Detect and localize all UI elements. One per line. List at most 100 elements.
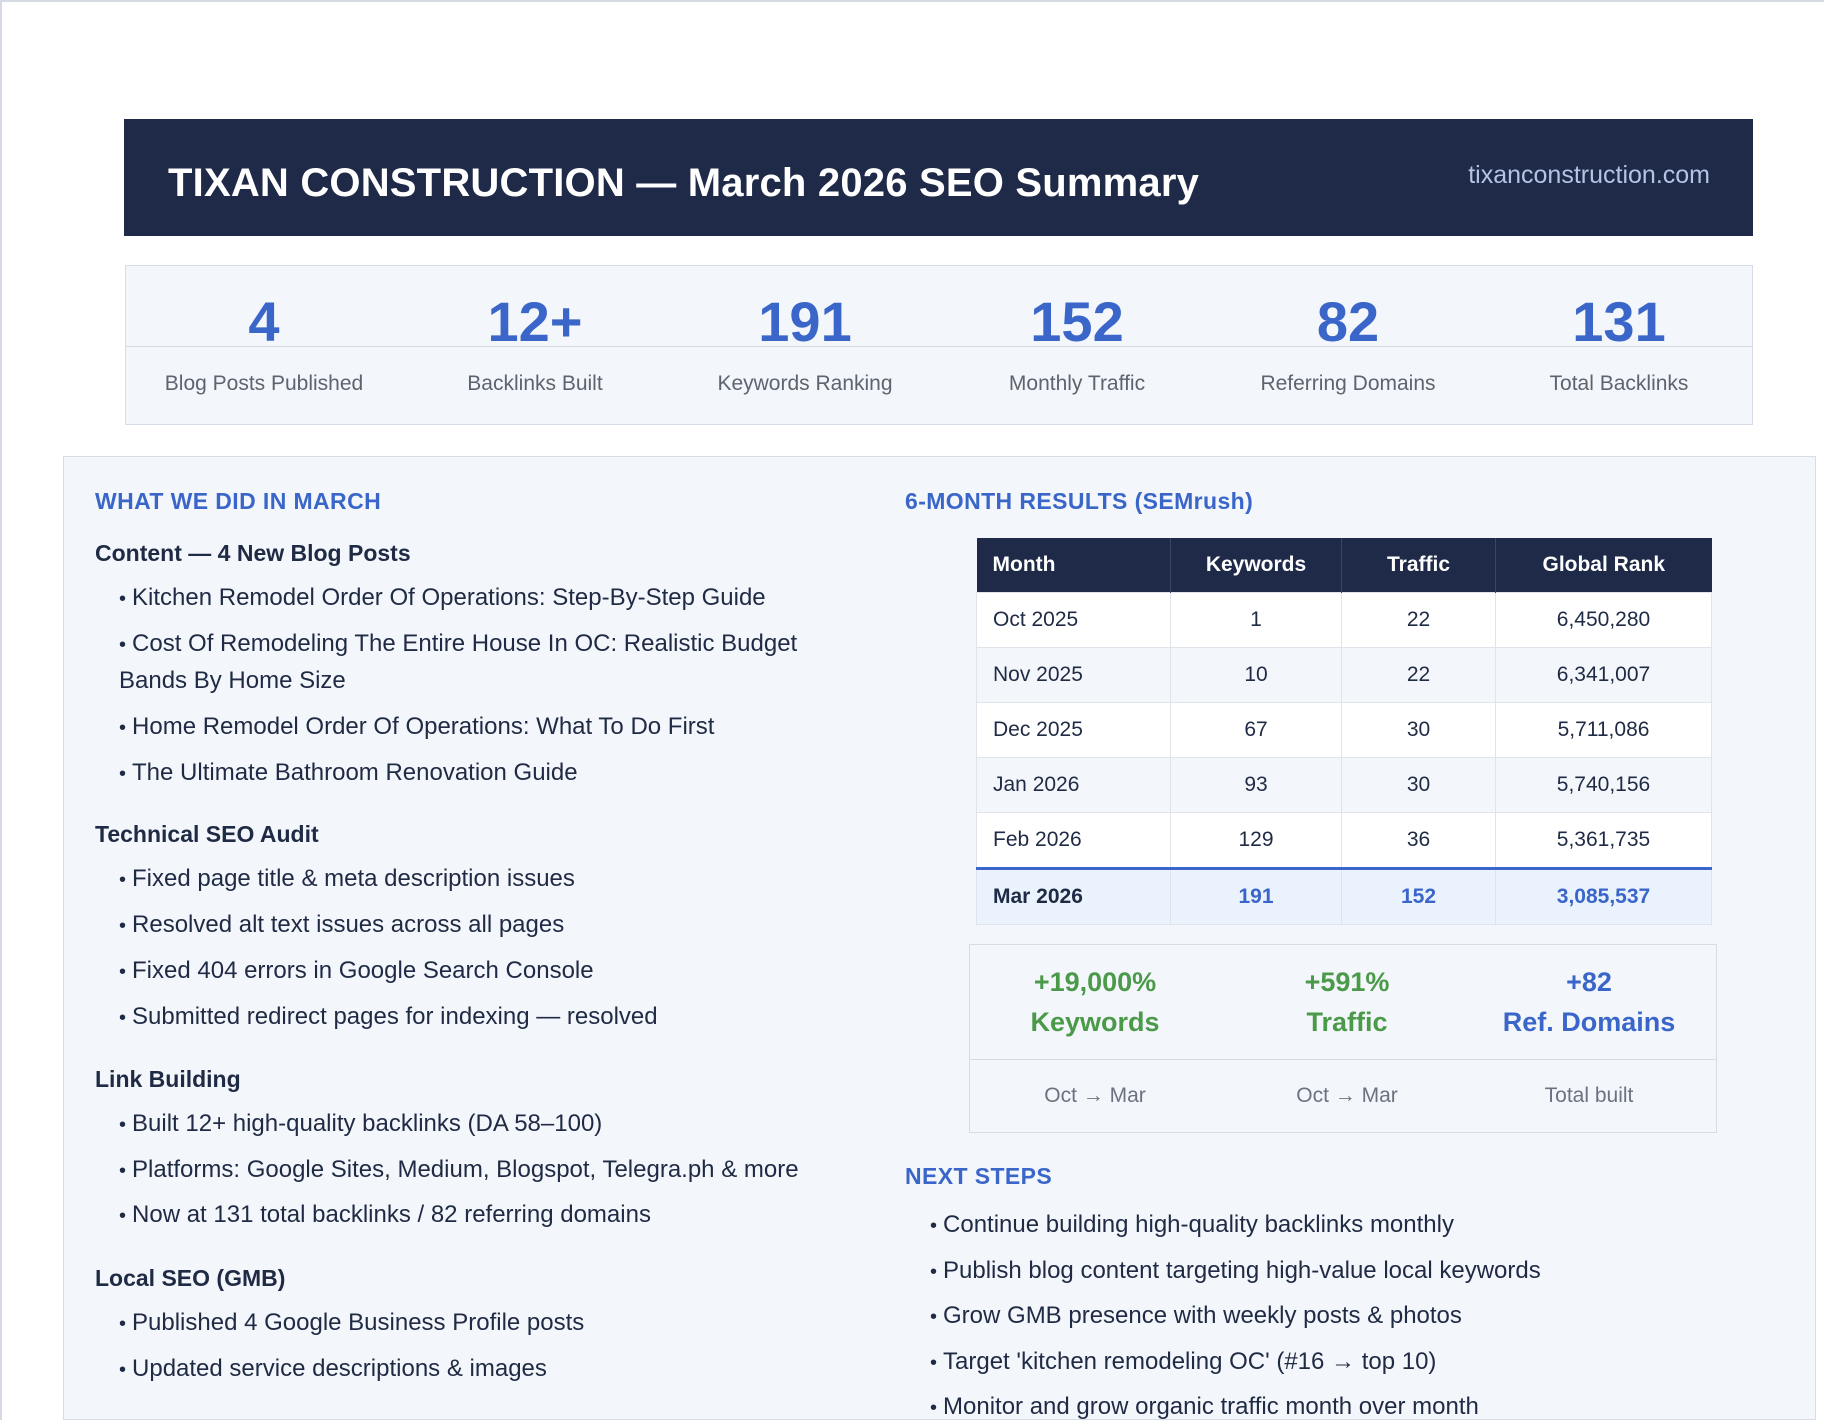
- content-item: • The Ultimate Bathroom Renovation Guide: [119, 755, 839, 792]
- table-row: Dec 2025 67 30 5,711,086: [976, 702, 1712, 758]
- next-step-item: • Continue building high-quality backlink…: [930, 1211, 1454, 1239]
- link-item-text: Platforms: Google Sites, Medium, Blogspo…: [132, 1156, 799, 1183]
- rank-cell: 5,740,156: [1495, 757, 1712, 813]
- link-building-subheading: Link Building: [95, 1066, 241, 1092]
- table-row-current-month: Mar 2026 191 152 3,085,537: [976, 867, 1712, 925]
- kpi-label: Keywords Ranking: [717, 372, 893, 395]
- column-header: Traffic: [1341, 538, 1496, 593]
- link-item: • Built 12+ high-quality backlinks (DA 58…: [119, 1106, 839, 1143]
- growth-note: Oct → Mar: [1296, 1084, 1398, 1107]
- content-item-text: Kitchen Remodel Order Of Operations: Ste…: [132, 584, 766, 611]
- link-item-text: Now at 131 total backlinks / 82 referrin…: [132, 1201, 651, 1228]
- kpi-value: 4: [248, 290, 280, 353]
- month-cell: Oct 2025: [976, 592, 1171, 648]
- table-row: Nov 2025 10 22 6,341,007: [976, 647, 1712, 703]
- column-header: Global Rank: [1495, 538, 1712, 593]
- kpi-label: Referring Domains: [1260, 372, 1436, 395]
- kpi-label: Blog Posts Published: [164, 372, 364, 395]
- content-item-text: Cost Of Remodeling The Entire House In O…: [119, 630, 798, 694]
- table-row: Oct 2025 1 22 6,450,280: [976, 592, 1712, 648]
- keywords-cell: 93: [1170, 757, 1342, 813]
- kpi-value: 152: [1030, 290, 1124, 353]
- technical-item: • Fixed 404 errors in Google Search Conso…: [119, 953, 839, 990]
- kpi-referring-domains: 82 Referring Domains: [1212, 266, 1484, 426]
- next-step-item: • Monitor and grow organic traffic month …: [930, 1393, 1479, 1421]
- table-row: Feb 2026 129 36 5,361,735: [976, 812, 1712, 869]
- technical-item: • Submitted redirect pages for indexing —…: [119, 999, 839, 1036]
- technical-item-text: Fixed page title & meta description issu…: [132, 865, 575, 892]
- month-cell: Feb 2026: [976, 812, 1171, 869]
- content-item: • Kitchen Remodel Order Of Operations: St…: [119, 580, 839, 617]
- local-item-text: Updated service descriptions & images: [132, 1355, 547, 1382]
- bullet-dot: •: [930, 1352, 938, 1374]
- technical-item: • Resolved alt text issues across all pag…: [119, 907, 839, 944]
- kpi-traffic: 152 Monthly Traffic: [941, 266, 1213, 426]
- growth-value: +82: [1566, 967, 1612, 997]
- kpi-value: 12+: [487, 290, 583, 353]
- keywords-cell: 67: [1170, 702, 1342, 758]
- keywords-cell: 129: [1170, 812, 1342, 869]
- kpi-value: 191: [758, 290, 852, 353]
- report-title: TIXAN CONSTRUCTION — March 2026 SEO Summ…: [168, 161, 1200, 205]
- next-step-text: Continue building high-quality backlinks…: [943, 1211, 1454, 1238]
- table-header-row: Month Keywords Traffic Global Rank: [976, 538, 1712, 593]
- link-item: • Now at 131 total backlinks / 82 referri…: [119, 1197, 839, 1234]
- traffic-cell: 22: [1341, 647, 1496, 703]
- local-item: • Published 4 Google Business Profile pos…: [119, 1305, 839, 1342]
- results-heading: 6-MONTH RESULTS (SEMrush): [905, 488, 1254, 514]
- traffic-cell: 30: [1341, 702, 1496, 758]
- content-item-text: Home Remodel Order Of Operations: What T…: [132, 713, 715, 740]
- report-header: TIXAN CONSTRUCTION — March 2026 SEO Summ…: [124, 119, 1753, 236]
- keywords-cell: 191: [1170, 867, 1342, 925]
- technical-item-text: Fixed 404 errors in Google Search Consol…: [132, 957, 594, 984]
- next-step-item: • Grow GMB presence with weekly posts & p…: [930, 1302, 1462, 1330]
- next-step-item: • Publish blog content targeting high-val…: [930, 1257, 1541, 1285]
- bullet-dot: •: [930, 1397, 938, 1419]
- growth-label: Ref. Domains: [1502, 1007, 1676, 1037]
- growth-label: Traffic: [1306, 1007, 1388, 1037]
- next-step-text: Monitor and grow organic traffic month o…: [943, 1393, 1479, 1420]
- bullet-dot: •: [119, 1205, 127, 1227]
- column-header: Keywords: [1170, 538, 1342, 593]
- kpi-keywords: 191 Keywords Ranking: [669, 266, 941, 426]
- link-item-text: Built 12+ high-quality backlinks (DA 58–…: [132, 1110, 603, 1137]
- bullet-dot: •: [119, 763, 127, 785]
- kpi-backlinks-built: 12+ Backlinks Built: [399, 266, 671, 426]
- keywords-cell: 1: [1170, 592, 1342, 648]
- local-item: • Updated service descriptions & images: [119, 1351, 839, 1388]
- growth-value: +19,000%: [1033, 967, 1157, 997]
- next-step-item: • Target 'kitchen remodeling OC' (#16 → t…: [930, 1348, 1436, 1376]
- keywords-cell: 10: [1170, 647, 1342, 703]
- bullet-dot: •: [119, 1007, 127, 1029]
- bullet-dot: •: [119, 915, 127, 937]
- growth-value: +591%: [1304, 967, 1390, 997]
- kpi-label: Total Backlinks: [1549, 372, 1689, 395]
- month-cell: Dec 2025: [976, 702, 1171, 758]
- technical-item-text: Submitted redirect pages for indexing — …: [132, 1003, 658, 1030]
- rank-cell: 3,085,537: [1495, 867, 1712, 925]
- growth-label: Keywords: [1030, 1007, 1160, 1037]
- traffic-cell: 36: [1341, 812, 1496, 869]
- next-step-text: Publish blog content targeting high-valu…: [943, 1257, 1541, 1284]
- rank-cell: 5,711,086: [1495, 702, 1712, 758]
- content-item-text: The Ultimate Bathroom Renovation Guide: [132, 759, 578, 786]
- bullet-dot: •: [119, 717, 127, 739]
- bullet-dot: •: [930, 1215, 938, 1237]
- bullet-dot: •: [930, 1306, 938, 1328]
- kpi-label: Backlinks Built: [467, 372, 603, 395]
- bullet-dot: •: [119, 1160, 127, 1182]
- content-subheading: Content — 4 New Blog Posts: [95, 540, 411, 566]
- technical-item: • Fixed page title & meta description iss…: [119, 861, 839, 898]
- kpi-value: 82: [1316, 290, 1380, 353]
- bullet-dot: •: [119, 869, 127, 891]
- column-header: Month: [976, 538, 1171, 593]
- growth-summary-box: +19,000% Keywords Oct → Mar +591% Traffi…: [969, 944, 1717, 1133]
- kpi-strip: 4 Blog Posts Published 12+ Backlinks Bui…: [125, 265, 1753, 425]
- bullet-dot: •: [119, 1114, 127, 1136]
- local-seo-subheading: Local SEO (GMB): [95, 1265, 286, 1291]
- growth-note: Oct → Mar: [1044, 1084, 1146, 1107]
- bullet-dot: •: [119, 1359, 127, 1381]
- next-steps-heading: NEXT STEPS: [905, 1163, 1053, 1189]
- bullet-dot: •: [930, 1261, 938, 1283]
- content-item: • Home Remodel Order Of Operations: What …: [119, 709, 839, 746]
